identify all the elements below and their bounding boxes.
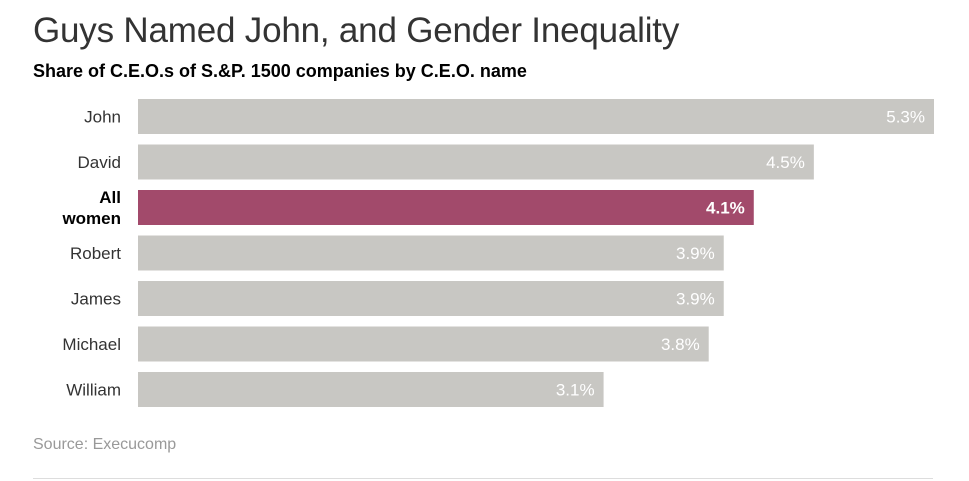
bar-robert [138,235,724,271]
bar-all-women [138,190,754,225]
bar-william [138,372,604,407]
category-label: James [71,290,121,309]
bar-david [138,144,814,180]
value-label: 3.9% [676,244,715,263]
value-label: 4.1% [706,199,745,218]
category-label: David [78,153,121,172]
chart-title: Guys Named John, and Gender Inequality [33,11,680,50]
value-label: 5.3% [886,108,925,127]
category-label: All women [61,188,121,228]
value-label: 4.5% [766,153,805,172]
category-label: Robert [70,244,121,263]
chart-subtitle: Share of C.E.O.s of S.&P. 1500 companies… [33,61,527,81]
bottom-divider [33,478,933,479]
category-label: John [84,108,121,127]
value-label: 3.9% [676,290,715,309]
value-label: 3.1% [556,381,595,400]
bars-layer: John 5.3% David 4.5% All women 4.1% Robert 3.9% J… [61,99,934,407]
bar-michael [138,326,709,362]
category-label: William [66,381,121,400]
source-note: Source: Execucomp [33,436,177,453]
bar-james [138,281,724,316]
category-label: Michael [62,335,121,354]
bar-john [138,99,934,134]
value-label: 3.8% [661,335,700,354]
